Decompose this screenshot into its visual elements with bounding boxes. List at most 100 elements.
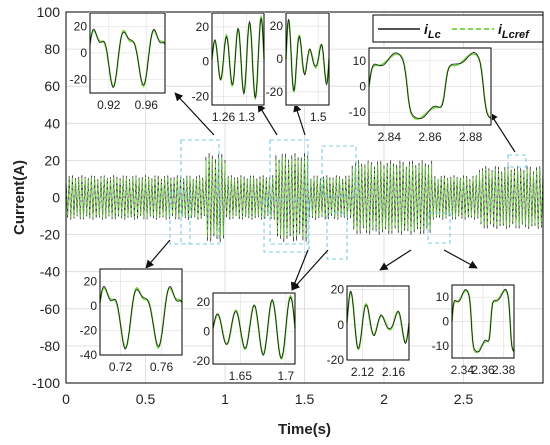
- inset-f: 1.65 1.7 20 0 -20: [193, 292, 296, 383]
- inset-x-tick-label: 1.26: [212, 110, 236, 124]
- inset-y-tick-label: -20: [70, 73, 88, 87]
- inset-y-tick-label: -20: [327, 353, 345, 367]
- x-tick-label: 2.5: [454, 391, 474, 407]
- inset-y-tick-label: 0: [90, 299, 97, 313]
- inset-y-tick-label: 20: [196, 20, 210, 34]
- inset-frame: [285, 12, 330, 106]
- inset-frame: [346, 285, 410, 361]
- inset-line-i-lc: [211, 17, 265, 99]
- y-tick-label: 100: [37, 4, 61, 20]
- x-tick-labels: 0 0.5 1 1.5 2 2.5: [62, 391, 473, 407]
- zoom-arrow: [379, 249, 412, 271]
- zoom-arrow: [291, 249, 329, 291]
- zoom-region-box: [427, 212, 451, 244]
- x-tick-label: 0: [62, 391, 70, 407]
- y-tick-label: -40: [40, 264, 60, 280]
- inset-x-tick-label: 1.7: [278, 369, 295, 383]
- x-tick-label: 0.5: [136, 391, 156, 407]
- inset-line-i-lc: [99, 285, 183, 350]
- zoom-arrow: [489, 112, 516, 153]
- inset-y-tick-label: -20: [80, 323, 98, 337]
- inset-line-i-lc: [212, 296, 296, 359]
- inset-x-tick-label: 2.34: [451, 363, 475, 377]
- inset-x-tick-label: 2.84: [378, 130, 402, 144]
- inset-b: 1.26 1.3 20 0 -20: [192, 12, 265, 124]
- inset-y-tick-label: 0: [337, 318, 344, 332]
- y-tick-label: -80: [40, 338, 60, 354]
- x-tick-label: 2: [380, 391, 388, 407]
- inset-y-tick-label: -40: [80, 348, 98, 362]
- inset-line-i-lc: [368, 52, 492, 119]
- inset-x-tick-label: 1.5: [310, 110, 327, 124]
- inset-x-tick-label: 1.3: [238, 110, 255, 124]
- inset-x-tick-label: 2.38: [492, 363, 516, 377]
- zoom-region-box: [321, 145, 357, 197]
- inset-background: [212, 292, 296, 365]
- y-tick-label: -20: [40, 227, 60, 243]
- inset-y-tick-label: 20: [74, 19, 88, 33]
- inset-y-tick-label: 0: [276, 52, 283, 66]
- y-tick-label: 20: [44, 152, 60, 168]
- main-waveform: [65, 152, 544, 243]
- inset-frame: [212, 292, 296, 365]
- zoom-region-box: [169, 191, 191, 245]
- inset-d: 2.84 2.86 2.88 10 0 -10: [349, 47, 492, 144]
- inset-y-tick-label: 20: [197, 295, 211, 309]
- inset-y-tick-label: -20: [193, 354, 211, 368]
- y-tick-labels: -100 -80 -60 -40 -20 0 20 40 60 80 100: [32, 4, 60, 391]
- inset-g: 2.12 2.16 20 0 -20: [327, 283, 410, 379]
- inset-x-tick-label: 1.65: [229, 369, 253, 383]
- inset-frame: [451, 284, 515, 359]
- x-axis-label: Time(s): [278, 421, 331, 438]
- inset-frame: [99, 268, 183, 356]
- inset-x-tick-label: 2.86: [418, 130, 442, 144]
- zoom-region-box: [263, 199, 310, 253]
- inset-x-tick-label: 2.36: [471, 363, 495, 377]
- legend-label-i-lc: iLc: [424, 21, 441, 41]
- inset-background: [99, 268, 183, 356]
- inset-line-i-lc: [451, 288, 515, 353]
- y-tick-label: 60: [44, 78, 60, 94]
- y-tick-label: 40: [44, 115, 60, 131]
- y-tick-label: 0: [52, 190, 60, 206]
- inset-y-tick-label: 0: [202, 55, 209, 69]
- inset-x-tick-label: 2.12: [351, 365, 375, 379]
- zoom-region-box: [269, 139, 309, 245]
- inset-line-i-lc: [89, 28, 166, 88]
- inset-x-tick-label: 0.72: [109, 360, 133, 374]
- inset-e: 0.72 0.76 20 0 -20 -40: [80, 268, 183, 374]
- inset-y-tick-label: -20: [266, 85, 284, 99]
- inset-line-i-lc: [346, 290, 410, 349]
- x-tick-label: 1: [221, 391, 229, 407]
- inset-y-tick-label: 10: [353, 54, 367, 68]
- inset-c: 1.5 20 0 -20: [266, 12, 330, 124]
- inset-a: 0.92 0.96 20 0 -20: [70, 12, 166, 112]
- y-axis-label: Current(A): [11, 160, 28, 235]
- inset-x-tick-label: 2.88: [459, 130, 483, 144]
- inset-line-i-lc: [285, 18, 330, 92]
- x-tick-label: 1.5: [295, 391, 315, 407]
- inset-h: 2.342.362.38 10 0 -10: [432, 284, 516, 377]
- zoom-region-box: [507, 154, 527, 168]
- inset-y-tick-label: -10: [432, 339, 450, 353]
- inset-y-tick-label: 0: [80, 46, 87, 60]
- inset-frame: [368, 47, 492, 126]
- inset-y-tick-label: 20: [331, 283, 345, 297]
- zoom-arrow: [145, 239, 171, 269]
- inset-frame: [89, 12, 166, 94]
- y-tick-label: -100: [32, 375, 60, 391]
- zoom-arrow: [257, 103, 278, 136]
- zoom-region-box: [326, 212, 348, 260]
- inset-y-tick-label: 10: [436, 290, 450, 304]
- zoom-arrows: [145, 92, 516, 291]
- inset-y-tick-label: 20: [270, 19, 284, 33]
- inset-y-tick-label: 0: [203, 324, 210, 338]
- inset-y-tick-label: -10: [349, 105, 367, 119]
- inset-frame: [211, 12, 265, 106]
- zoom-arrow: [293, 103, 306, 136]
- inset-y-tick-label: -20: [192, 89, 210, 103]
- inset-x-tick-label: 0.96: [135, 98, 159, 112]
- inset-x-tick-label: 2.16: [382, 365, 406, 379]
- y-tick-label: 80: [44, 41, 60, 57]
- inset-y-tick-label: 20: [84, 274, 98, 288]
